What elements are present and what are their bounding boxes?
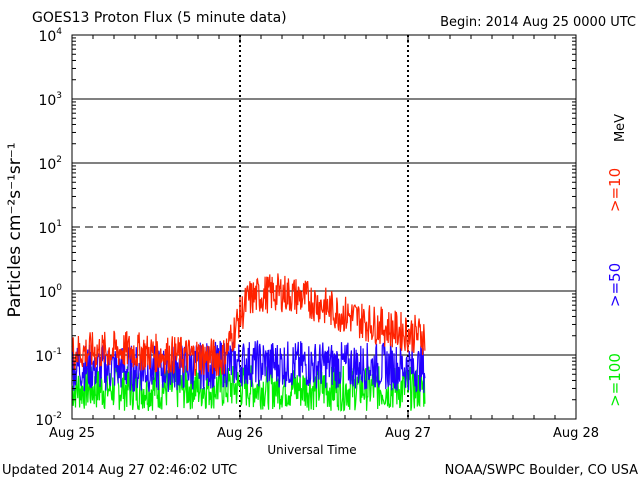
series-line-0 [71, 273, 426, 376]
begin-label: Begin: 2014 Aug 25 0000 UTC [440, 15, 636, 30]
x-tick-label: Aug 28 [553, 426, 599, 441]
x-axis-label: Universal Time [267, 443, 356, 457]
chart-title: GOES13 Proton Flux (5 minute data) [32, 10, 287, 26]
series-line-1 [71, 340, 426, 393]
x-tick-label: Aug 26 [217, 426, 263, 441]
x-tick-layer: Aug 25 Aug 26 Aug 27 Aug 28 [49, 35, 599, 441]
y-tick-label: 101 [38, 219, 62, 237]
y-tick-label: 10-2 [35, 411, 62, 429]
y-tick-label: 102 [38, 155, 62, 173]
legend: >=10 >=50 >=100 MeV [606, 114, 628, 407]
credit-label: NOAA/SWPC Boulder, CO USA [445, 463, 638, 478]
y-tick-label: 104 [38, 27, 62, 45]
legend-unit: MeV [613, 114, 628, 142]
legend-entry-2: >=100 [606, 353, 624, 407]
y-tick-layer: 10-2 10-1 100 101 102 103 104 [35, 27, 576, 429]
y-tick-label: 103 [38, 91, 62, 109]
series-layer [71, 273, 426, 412]
updated-timestamp: Updated 2014 Aug 27 02:46:02 UTC [2, 463, 237, 478]
x-tick-label: Aug 25 [49, 426, 95, 441]
y-tick-label: 100 [38, 283, 62, 301]
y-tick-label: 10-1 [35, 347, 62, 365]
y-axis-label: Particles cm⁻²s⁻¹sr⁻¹ [5, 142, 25, 317]
grid-layer [72, 35, 576, 419]
legend-entry-0: >=10 [606, 168, 624, 212]
legend-entry-1: >=50 [606, 263, 624, 307]
x-tick-label: Aug 27 [385, 426, 431, 441]
